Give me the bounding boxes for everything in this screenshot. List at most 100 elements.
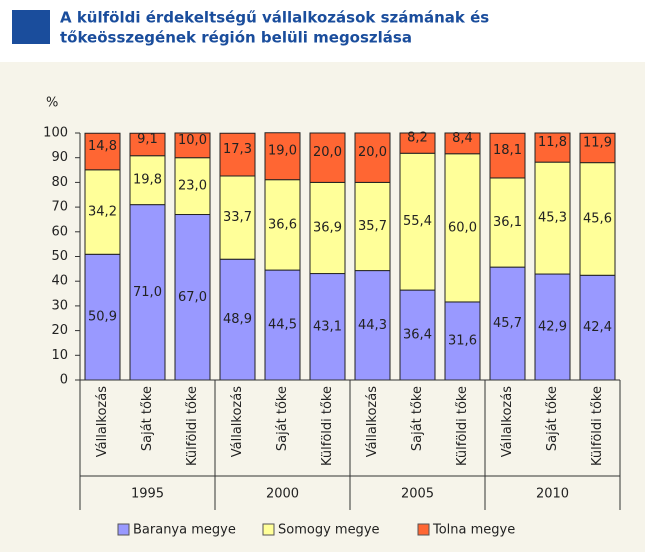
- value-label: 36,6: [268, 217, 297, 232]
- y-tick-label: 50: [51, 249, 68, 264]
- value-label: 11,8: [538, 135, 567, 150]
- bar-segment: [174, 157, 211, 216]
- bar-segment: [399, 132, 436, 154]
- bar-segment: [354, 132, 391, 183]
- y-tick-label: 30: [51, 298, 68, 313]
- y-tick-label: 90: [51, 150, 68, 165]
- bar-segment: [84, 253, 121, 381]
- legend-label: Tolna megye: [432, 523, 515, 538]
- value-label: 8,4: [452, 131, 473, 146]
- value-label: 44,3: [358, 318, 387, 333]
- bar-segment: [309, 181, 346, 275]
- value-label: 71,0: [133, 285, 162, 300]
- y-tick-label: 80: [51, 175, 68, 190]
- value-label: 60,0: [448, 220, 477, 235]
- bar-segment: [444, 153, 481, 303]
- y-tick-label: 0: [60, 373, 68, 388]
- title-icon: [12, 10, 50, 44]
- x-tick-label: Saját tőke: [410, 386, 425, 451]
- value-label: 36,1: [493, 215, 522, 230]
- x-tick-label: Külföldi tőke: [185, 386, 200, 466]
- bar-segment: [399, 152, 436, 291]
- x-tick-label: Vállalkozás: [230, 386, 245, 457]
- legend-swatch: [262, 523, 275, 536]
- value-label: 10,0: [178, 133, 207, 148]
- bar-segment: [219, 175, 256, 260]
- bar-segment: [174, 214, 211, 381]
- y-tick-label: 20: [51, 323, 68, 338]
- chart-title: tőkeösszegének régión belüli megoszlása: [60, 29, 412, 47]
- value-label: 42,4: [583, 320, 612, 335]
- value-label: 50,9: [88, 310, 117, 325]
- group-label: 2005: [401, 487, 434, 502]
- x-tick-label: Vállalkozás: [500, 386, 515, 457]
- x-tick-label: Külföldi tőke: [590, 386, 605, 466]
- value-label: 44,5: [268, 318, 297, 333]
- y-tick-label: 10: [51, 348, 68, 363]
- value-label: 36,9: [313, 220, 342, 235]
- group-label: 1995: [131, 487, 164, 502]
- legend-label: Somogy megye: [278, 523, 380, 538]
- bar-segment: [129, 155, 166, 206]
- bar-segment: [579, 162, 616, 276]
- x-tick-label: Külföldi tőke: [455, 386, 470, 466]
- legend-label: Baranya megye: [133, 523, 236, 538]
- bar-segment: [444, 132, 481, 155]
- bar-segment: [489, 266, 526, 381]
- bar-segment: [174, 132, 211, 159]
- value-label: 55,4: [403, 214, 432, 229]
- value-label: 9,1: [137, 132, 158, 147]
- value-label: 43,1: [313, 319, 342, 334]
- x-tick-label: Vállalkozás: [365, 386, 380, 457]
- x-tick-label: Külföldi tőke: [320, 386, 335, 466]
- y-tick-label: 70: [51, 200, 68, 215]
- value-label: 8,2: [407, 131, 428, 146]
- value-label: 17,3: [223, 142, 252, 157]
- bar-segment: [84, 169, 121, 255]
- value-label: 19,0: [268, 144, 297, 159]
- value-label: 34,2: [88, 205, 117, 220]
- y-tick-label: 60: [51, 224, 68, 239]
- bar-segment: [444, 301, 481, 381]
- x-tick-label: Saját tőke: [275, 386, 290, 451]
- bar-segment: [354, 270, 391, 381]
- bar-segment: [534, 132, 571, 163]
- bar-segment: [264, 132, 301, 181]
- bar-segment: [84, 132, 121, 171]
- value-label: 20,0: [313, 145, 342, 160]
- bar-segment: [309, 132, 346, 183]
- legend-swatch: [417, 523, 430, 536]
- value-label: 45,6: [583, 211, 612, 226]
- value-label: 45,7: [493, 316, 522, 331]
- chart-title: A külföldi érdekeltségű vállalkozások sz…: [60, 9, 489, 27]
- value-label: 67,0: [178, 290, 207, 305]
- y-axis-label: %: [46, 96, 58, 111]
- value-label: 31,6: [448, 333, 477, 348]
- value-label: 35,7: [358, 219, 387, 234]
- value-label: 20,0: [358, 145, 387, 160]
- value-label: 45,3: [538, 211, 567, 226]
- bar-segment: [309, 273, 346, 381]
- bar-segment: [129, 204, 166, 381]
- value-label: 48,9: [223, 312, 252, 327]
- value-label: 19,8: [133, 173, 162, 188]
- bar-segment: [534, 161, 571, 275]
- bar-segment: [219, 258, 256, 381]
- group-label: 2010: [536, 487, 569, 502]
- legend-swatch: [117, 523, 130, 536]
- value-label: 36,4: [403, 328, 432, 343]
- x-tick-label: Saját tőke: [545, 386, 560, 451]
- bar-segment: [354, 181, 391, 272]
- value-label: 33,7: [223, 210, 252, 225]
- value-label: 14,8: [88, 139, 117, 154]
- bar-segment: [219, 132, 256, 177]
- bar-segment: [489, 132, 526, 179]
- y-tick-label: 100: [43, 126, 68, 141]
- bar-segment: [579, 132, 616, 164]
- y-tick-label: 40: [51, 274, 68, 289]
- value-label: 42,9: [538, 320, 567, 335]
- group-label: 2000: [266, 487, 299, 502]
- bar-segment: [264, 269, 301, 381]
- bar-segment: [489, 177, 526, 268]
